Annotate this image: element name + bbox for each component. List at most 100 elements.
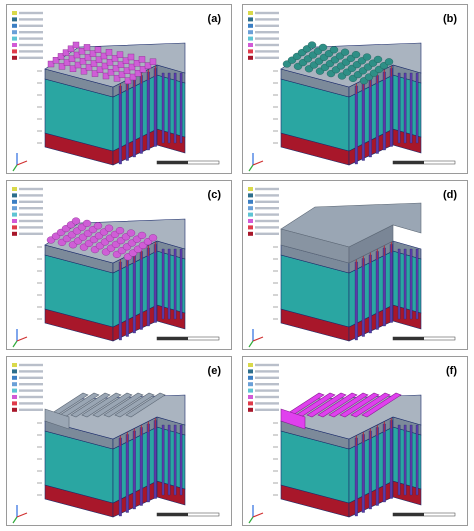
top-mesa xyxy=(129,73,137,81)
scale-bar-fill xyxy=(157,513,188,516)
top-mesa xyxy=(111,55,119,62)
legend-swatch xyxy=(12,363,17,367)
top-mesa xyxy=(134,69,142,77)
trench-pillar xyxy=(167,248,171,320)
top-mesa xyxy=(85,64,93,71)
axis-triad-x xyxy=(16,160,28,166)
trench-pillar xyxy=(118,85,122,165)
cap-right xyxy=(392,240,422,260)
top-dome xyxy=(93,222,103,230)
panel-a: (a) xyxy=(6,4,232,174)
axis-triad-z xyxy=(248,516,254,524)
top-mesa xyxy=(80,68,88,75)
top-mesa xyxy=(47,60,55,68)
legend-swatch xyxy=(248,407,253,412)
legend-text-placeholder xyxy=(19,31,43,34)
top-dome xyxy=(362,53,372,61)
axis-triad-x xyxy=(252,336,264,342)
legend-text-placeholder xyxy=(255,207,279,210)
top-mesa xyxy=(112,65,120,72)
panel-e-label: (e) xyxy=(207,365,221,377)
legend-swatch xyxy=(248,187,253,191)
legend-text-placeholder xyxy=(255,24,279,27)
trench-pillar xyxy=(354,261,358,341)
top-dome xyxy=(126,229,136,237)
legend-text-placeholder xyxy=(19,18,43,21)
scale-bar-fill xyxy=(393,161,424,164)
top-mesa xyxy=(57,53,65,60)
legend-text-placeholder xyxy=(255,11,279,15)
top-dome xyxy=(384,58,394,66)
legend-swatch xyxy=(12,407,17,412)
trench-pillar xyxy=(146,71,150,151)
legend-text-placeholder xyxy=(19,363,43,367)
top-mesa xyxy=(149,58,157,65)
panel-e: (e) xyxy=(6,356,232,526)
legend-text-placeholder xyxy=(19,370,43,373)
trench-pillar xyxy=(415,248,419,320)
legend-text-placeholder xyxy=(255,18,279,21)
trench-pillar xyxy=(146,423,150,503)
legend-swatch xyxy=(12,382,17,387)
legend-swatch xyxy=(12,206,17,211)
legend-text-placeholder xyxy=(19,226,43,229)
legend-swatch xyxy=(248,199,253,204)
top-mesa xyxy=(90,60,98,67)
trench-pillar xyxy=(179,248,183,320)
legend-text-placeholder xyxy=(255,219,279,223)
top-mesa xyxy=(116,51,124,58)
trench-pillar xyxy=(153,420,157,499)
axis-triad-x xyxy=(16,336,28,342)
trench-pillar xyxy=(173,424,177,496)
top-mesa xyxy=(139,66,147,73)
legend-text-placeholder xyxy=(255,187,279,191)
legend-swatch xyxy=(248,43,253,47)
legend-swatch xyxy=(248,212,253,217)
trench-pillar xyxy=(132,430,136,510)
legend-text-placeholder xyxy=(255,43,279,47)
legend-text-placeholder xyxy=(255,200,279,203)
top-mesa xyxy=(83,44,91,51)
legend-text-placeholder xyxy=(19,194,43,197)
legend-swatch xyxy=(248,11,253,15)
panel-a-render xyxy=(12,11,220,172)
top-rail xyxy=(328,392,369,418)
top-mesa xyxy=(118,71,126,78)
legend-swatch xyxy=(12,375,17,380)
legend-text-placeholder xyxy=(255,395,279,399)
trench-pillar xyxy=(409,424,413,496)
trench-pillar xyxy=(403,424,407,496)
legend-swatch xyxy=(12,55,17,60)
panel-f-render xyxy=(248,363,456,524)
legend-text-placeholder xyxy=(19,213,43,216)
legend-swatch xyxy=(12,369,17,374)
trench-pillar xyxy=(368,254,372,334)
top-mesa xyxy=(105,49,113,56)
top-mesa xyxy=(95,56,103,63)
legend-swatch xyxy=(248,388,253,393)
top-mesa xyxy=(73,51,81,59)
axis-triad-z xyxy=(12,516,18,524)
legend-swatch xyxy=(12,17,17,22)
legend-text-placeholder xyxy=(19,207,43,210)
legend-swatch xyxy=(248,49,253,54)
legend-text-placeholder xyxy=(255,226,279,229)
trench-pillar xyxy=(409,248,413,320)
top-rail xyxy=(317,392,358,418)
legend-text-placeholder xyxy=(255,389,279,392)
top-dome xyxy=(329,46,339,54)
top-mesa xyxy=(102,72,110,80)
top-rail xyxy=(92,392,133,418)
legend-text-placeholder xyxy=(255,194,279,197)
trench-pillar xyxy=(146,247,150,327)
panel-e-render xyxy=(12,363,220,524)
trench-pillar xyxy=(415,72,419,144)
trench-pillar xyxy=(415,424,419,496)
panel-a-label: (a) xyxy=(207,13,221,25)
top-mesa xyxy=(106,59,114,66)
scale-bar-fill xyxy=(393,337,424,340)
trench-pillar xyxy=(354,85,358,165)
top-mesa xyxy=(113,75,121,82)
panel-d: (d) xyxy=(242,180,468,350)
trench-pillar xyxy=(361,258,365,337)
